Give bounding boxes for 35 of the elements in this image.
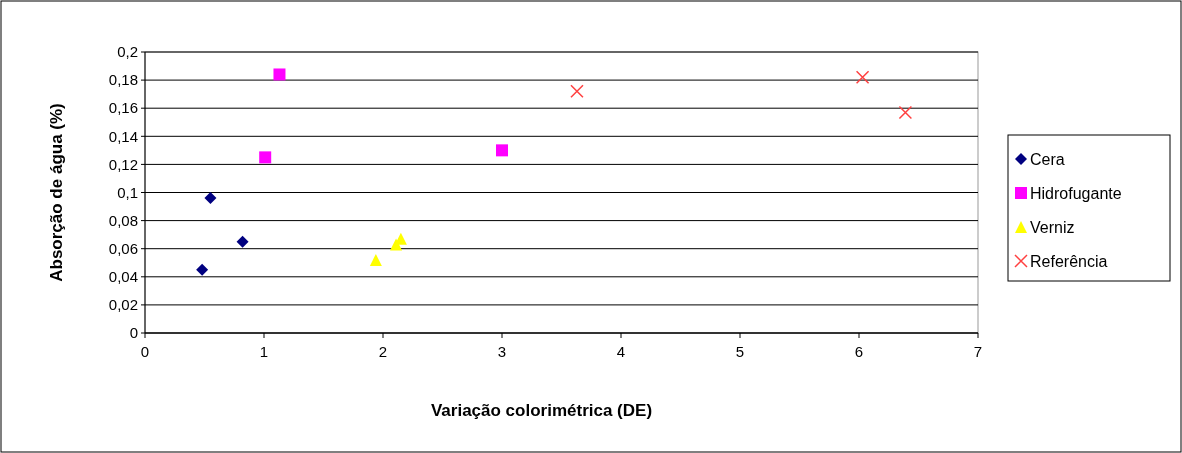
y-axis-title: Absorção de água (%) [47, 103, 66, 282]
x-tick-label: 1 [259, 343, 269, 360]
legend-label: Hidrofugante [1030, 184, 1122, 202]
y-tick-label: 0,14 [108, 127, 138, 145]
point [898, 105, 913, 120]
point [204, 192, 217, 205]
legend-label: Cera [1030, 150, 1065, 168]
legend-label: Verniz [1030, 218, 1075, 236]
point [273, 68, 286, 81]
y-tick-label: 0,02 [108, 296, 138, 314]
point [855, 70, 870, 85]
y-tick-label: 0,1 [117, 183, 138, 201]
point [496, 144, 508, 157]
x-tick-label: 7 [973, 343, 983, 360]
y-tick-label: 0,08 [108, 211, 138, 229]
x-tick-label: 2 [378, 343, 388, 360]
x-tick-label: 5 [735, 343, 745, 360]
y-tick-label: 0,12 [108, 155, 138, 173]
y-tick-label: 0,18 [108, 71, 138, 89]
y-tick-label: 0,2 [117, 43, 138, 61]
legend-label: Referência [1030, 252, 1108, 270]
y-tick-label: 0 [129, 324, 138, 342]
point [196, 263, 209, 276]
y-tick-label: 0,06 [108, 239, 138, 257]
point [236, 235, 249, 248]
x-axis-title: Variação colorimétrica (DE) [430, 401, 653, 420]
point [369, 253, 382, 266]
point [570, 84, 584, 99]
x-tick-label: 4 [616, 343, 626, 360]
y-tick-label: 0,04 [108, 268, 138, 286]
y-tick-label: 0,16 [108, 99, 138, 117]
point [259, 151, 272, 164]
x-tick-label: 0 [140, 343, 150, 360]
x-tick-label: 6 [854, 343, 864, 360]
x-tick-label: 3 [497, 343, 507, 360]
